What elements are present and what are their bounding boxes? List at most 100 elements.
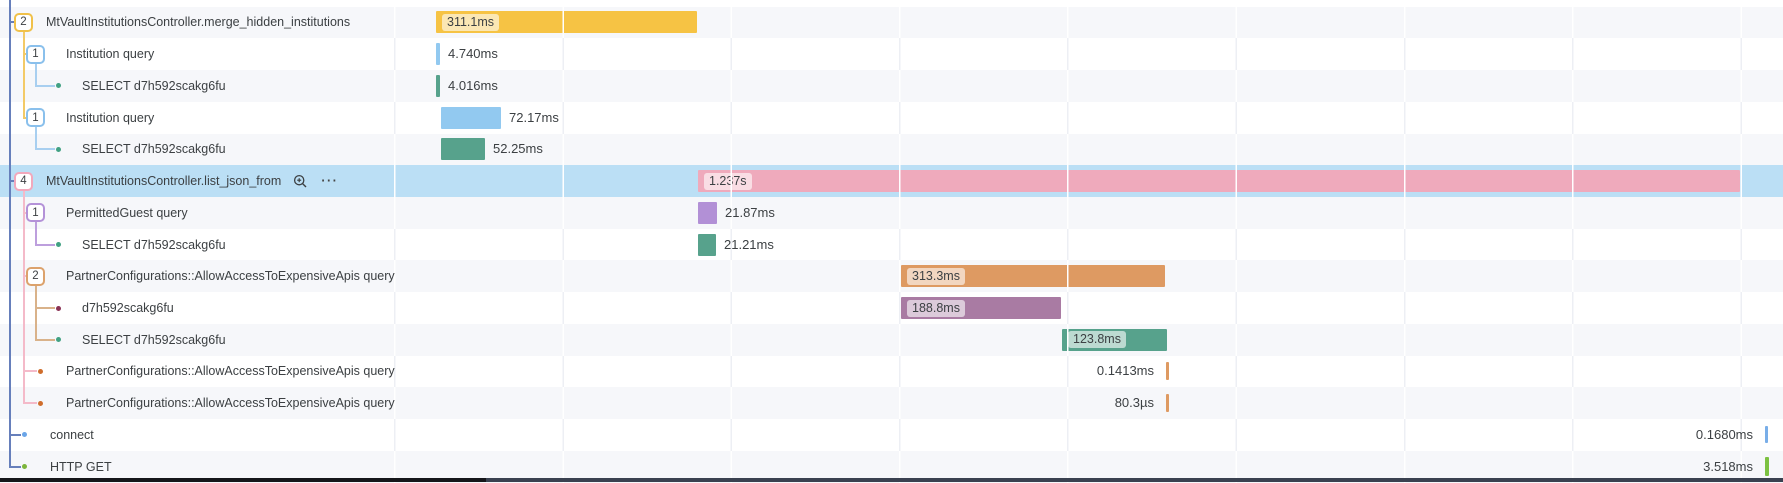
tree-connector-line: [23, 32, 25, 119]
duration-bar[interactable]: [1765, 426, 1768, 443]
span-label: PartnerConfigurations::AllowAccessToExpe…: [66, 356, 395, 388]
span-name-text: Institution query: [66, 111, 154, 125]
span-name-text: PermittedGuest query: [66, 206, 188, 220]
span-row[interactable]: 1 PermittedGuest query 21.87ms: [0, 197, 1783, 229]
span-name-text: PartnerConfigurations::AllowAccessToExpe…: [66, 364, 395, 378]
duration-label: 0.1413ms: [1097, 363, 1154, 378]
span-label: PermittedGuest query: [66, 197, 188, 229]
timeline-gridlines: [394, 419, 1783, 451]
timeline-gridlines: [394, 38, 1783, 70]
span-type-dot: [56, 83, 61, 88]
duration-bar[interactable]: [698, 202, 717, 224]
duration-bar[interactable]: 1.237s: [698, 170, 1740, 192]
span-name-text: connect: [50, 428, 94, 442]
duration-bar[interactable]: [1166, 362, 1169, 380]
span-row[interactable]: PartnerConfigurations::AllowAccessToExpe…: [0, 356, 1783, 388]
duration-bar[interactable]: 311.1ms: [436, 11, 697, 33]
span-name-text: MtVaultInstitutionsController.list_json_…: [46, 174, 281, 188]
span-count-badge[interactable]: 2: [14, 13, 33, 32]
tree-connector-stub: [23, 402, 38, 404]
span-row[interactable]: SELECT d7h592scakg6fu 123.8ms: [0, 324, 1783, 356]
timeline-gridlines: [394, 134, 1783, 166]
span-label: connect: [50, 419, 94, 451]
duration-label: 311.1ms: [442, 14, 499, 31]
duration-label: 313.3ms: [907, 268, 965, 285]
span-type-dot: [56, 147, 61, 152]
span-name-text: HTTP GET: [50, 460, 112, 474]
tree-connector-stub: [35, 85, 55, 87]
span-row[interactable]: SELECT d7h592scakg6fu 4.016ms: [0, 70, 1783, 102]
span-row[interactable]: d7h592scakg6fu 188.8ms: [0, 292, 1783, 324]
timeline-gridlines: [394, 229, 1783, 261]
span-row[interactable]: 2 MtVaultInstitutionsController.merge_hid…: [0, 7, 1783, 39]
timeline-gridlines: [394, 292, 1783, 324]
more-options-icon[interactable]: ⋯: [320, 176, 338, 186]
duration-bar[interactable]: 188.8ms: [901, 297, 1061, 319]
tree-connector-stub: [23, 370, 38, 372]
span-name-text: PartnerConfigurations::AllowAccessToExpe…: [66, 396, 395, 410]
span-count-badge[interactable]: 1: [26, 108, 45, 127]
tree-connector-line: [35, 127, 37, 150]
span-row[interactable]: 1 Institution query 72.17ms: [0, 102, 1783, 134]
span-label: SELECT d7h592scakg6fu: [82, 229, 226, 261]
duration-bar[interactable]: [698, 234, 716, 256]
tree-connector-stub: [9, 434, 21, 436]
span-name-text: SELECT d7h592scakg6fu: [82, 333, 226, 347]
duration-bar[interactable]: 313.3ms: [901, 265, 1165, 287]
span-count-badge[interactable]: 1: [26, 203, 45, 222]
span-row[interactable]: 2 PartnerConfigurations::AllowAccessToExp…: [0, 260, 1783, 292]
duration-label: 0.1680ms: [1696, 427, 1753, 442]
duration-label: 4.016ms: [448, 78, 498, 93]
tree-connector-stub: [9, 466, 21, 468]
duration-label: 21.87ms: [725, 205, 775, 220]
duration-label: 188.8ms: [907, 300, 965, 317]
span-name-text: SELECT d7h592scakg6fu: [82, 142, 226, 156]
span-row[interactable]: connect 0.1680ms: [0, 419, 1783, 451]
timeline-gridlines: [394, 102, 1783, 134]
span-label: MtVaultInstitutionsController.merge_hidd…: [46, 7, 350, 39]
duration-bar[interactable]: [436, 43, 440, 65]
duration-bar[interactable]: [441, 138, 485, 160]
span-label: SELECT d7h592scakg6fu: [82, 70, 226, 102]
duration-bar[interactable]: [436, 75, 440, 97]
duration-bar[interactable]: [441, 107, 501, 129]
span-count-badge[interactable]: 4: [14, 172, 33, 191]
span-type-dot: [38, 369, 43, 374]
span-label: SELECT d7h592scakg6fu: [82, 324, 226, 356]
span-type-dot: [38, 401, 43, 406]
tree-connector-stub: [35, 244, 55, 246]
duration-bar[interactable]: [1166, 394, 1169, 412]
span-label: SELECT d7h592scakg6fu: [82, 134, 226, 166]
horizontal-scrollbar[interactable]: [486, 478, 1783, 483]
span-label: Institution query: [66, 102, 154, 134]
duration-label: 123.8ms: [1068, 331, 1126, 348]
duration-label: 72.17ms: [509, 110, 559, 125]
timeline-gridlines: [394, 197, 1783, 229]
tree-connector-stub: [35, 339, 55, 341]
span-label: MtVaultInstitutionsController.list_json_…: [46, 165, 338, 197]
span-name-text: SELECT d7h592scakg6fu: [82, 238, 226, 252]
span-row[interactable]: PartnerConfigurations::AllowAccessToExpe…: [0, 387, 1783, 419]
span-count-badge[interactable]: 2: [26, 267, 45, 286]
span-label: PartnerConfigurations::AllowAccessToExpe…: [66, 387, 395, 419]
timeline-gridlines: [394, 356, 1783, 388]
zoom-in-icon[interactable]: [293, 174, 308, 189]
span-name-text: d7h592scakg6fu: [82, 301, 174, 315]
tree-connector-stub: [35, 307, 55, 309]
span-count-badge[interactable]: 1: [26, 45, 45, 64]
duration-bar[interactable]: [1765, 457, 1769, 476]
tree-connector-line: [35, 222, 37, 245]
duration-bar[interactable]: 123.8ms: [1062, 329, 1167, 351]
duration-label: 80.3µs: [1115, 395, 1154, 410]
span-row[interactable]: SELECT d7h592scakg6fu 21.21ms: [0, 229, 1783, 261]
span-row[interactable]: 4 MtVaultInstitutionsController.list_json…: [0, 165, 1783, 197]
span-name-text: PartnerConfigurations::AllowAccessToExpe…: [66, 269, 395, 283]
span-label: PartnerConfigurations::AllowAccessToExpe…: [66, 260, 395, 292]
horizontal-scrollbar[interactable]: [0, 478, 486, 483]
span-label: Institution query: [66, 38, 154, 70]
span-label: d7h592scakg6fu: [82, 292, 174, 324]
duration-label: 21.21ms: [724, 237, 774, 252]
